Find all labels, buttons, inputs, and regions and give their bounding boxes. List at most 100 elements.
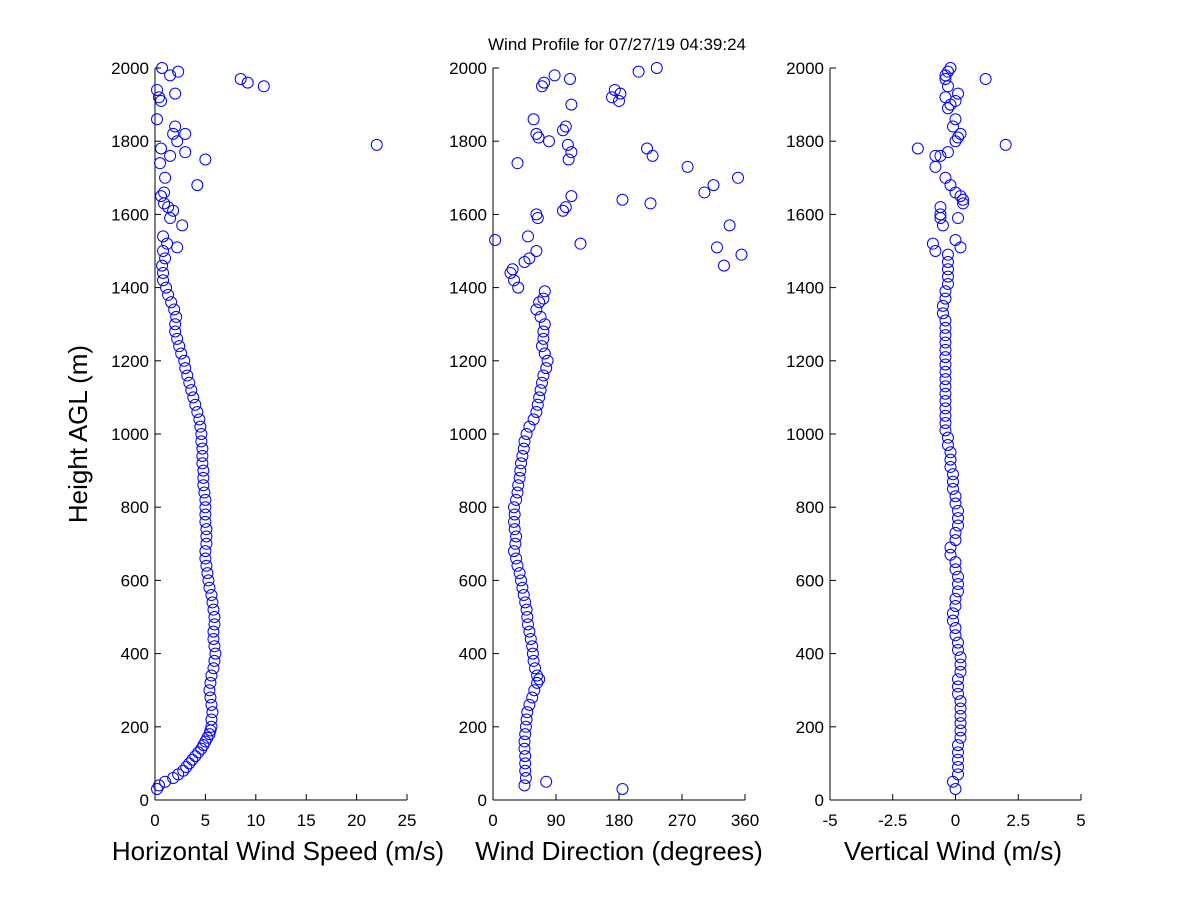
data-point xyxy=(946,120,959,133)
data-point xyxy=(949,534,962,547)
data-point xyxy=(205,713,218,726)
data-point xyxy=(939,171,952,184)
data-point xyxy=(939,402,952,415)
data-point xyxy=(199,501,212,514)
data-point xyxy=(934,201,947,214)
data-point xyxy=(159,252,172,265)
data-point xyxy=(954,127,967,140)
data-point xyxy=(944,453,957,466)
x-axis-label: Vertical Wind (m/s) xyxy=(844,836,1062,866)
data-point xyxy=(941,270,954,283)
data-point xyxy=(698,186,711,199)
data-point xyxy=(946,614,959,627)
data-point xyxy=(157,266,170,279)
data-point xyxy=(954,665,967,678)
data-point xyxy=(187,391,200,404)
y-tick-label: 400 xyxy=(459,645,487,664)
data-point xyxy=(952,87,965,100)
y-axis-label: Height AGL (m) xyxy=(63,345,93,523)
data-point xyxy=(732,171,744,184)
data-point xyxy=(191,406,204,419)
data-point xyxy=(565,146,578,159)
data-point xyxy=(952,761,965,774)
data-point xyxy=(939,72,952,85)
data-point xyxy=(954,651,967,664)
data-point xyxy=(644,197,657,210)
data-point xyxy=(154,157,167,170)
data-point xyxy=(557,124,569,137)
data-point xyxy=(198,486,211,499)
data-point xyxy=(513,567,526,580)
y-tick-label: 200 xyxy=(459,718,487,737)
data-point xyxy=(936,219,949,232)
data-point xyxy=(949,600,962,613)
panel-1: 0 200 400 600 800 1000 1200 1400 1600 1800 2000 0 5 1… xyxy=(63,59,444,866)
data-point xyxy=(944,460,957,473)
data-point xyxy=(519,750,532,763)
data-point xyxy=(952,768,965,781)
data-point xyxy=(199,515,212,528)
data-point xyxy=(504,266,517,279)
data-point xyxy=(957,193,970,206)
data-point xyxy=(939,321,952,334)
data-point xyxy=(929,245,942,257)
data-point xyxy=(523,252,536,265)
data-point xyxy=(952,578,965,591)
y-tick-label: 1200 xyxy=(786,352,824,371)
data-point xyxy=(711,241,723,254)
data-point xyxy=(533,391,546,404)
data-point xyxy=(207,603,220,616)
data-point xyxy=(939,91,952,104)
data-point xyxy=(952,512,965,525)
x-tick-label: 0 xyxy=(488,811,497,830)
data-point xyxy=(199,508,212,521)
data-point xyxy=(707,179,720,192)
data-point xyxy=(616,193,629,206)
y-tick-label: 1600 xyxy=(449,205,487,224)
data-point xyxy=(548,69,561,82)
data-point xyxy=(543,135,555,148)
data-point xyxy=(646,149,659,162)
data-point xyxy=(241,76,254,89)
x-tick-label: 25 xyxy=(398,811,417,830)
data-point xyxy=(208,611,221,623)
y-tick-label: 400 xyxy=(121,645,149,664)
data-point xyxy=(194,420,207,433)
data-point xyxy=(518,779,531,792)
data-point xyxy=(979,72,992,85)
data-point xyxy=(939,343,952,356)
data-point xyxy=(517,589,530,602)
data-point xyxy=(616,783,629,796)
data-point xyxy=(954,724,967,737)
data-point xyxy=(514,464,527,477)
data-point xyxy=(196,449,209,462)
y-tick-label: 0 xyxy=(140,791,149,810)
y-tick-label: 800 xyxy=(121,498,149,517)
x-tick-label: 0 xyxy=(951,811,960,830)
data-point xyxy=(529,662,541,675)
data-point xyxy=(530,245,543,257)
data-point xyxy=(520,603,533,616)
data-point xyxy=(180,761,193,774)
data-point xyxy=(207,662,220,675)
data-point xyxy=(606,91,618,104)
data-point xyxy=(177,764,190,777)
data-point xyxy=(952,570,965,583)
data-point xyxy=(952,680,965,693)
y-tick-label: 600 xyxy=(459,571,487,590)
data-point xyxy=(537,325,550,338)
data-point xyxy=(949,592,962,605)
data-point xyxy=(508,501,520,514)
data-point xyxy=(519,720,532,733)
data-point xyxy=(534,384,547,397)
y-tick-label: 1800 xyxy=(786,132,824,151)
data-point xyxy=(954,709,967,722)
data-point xyxy=(208,654,221,667)
data-point xyxy=(160,281,173,294)
data-point xyxy=(530,127,543,140)
data-point xyxy=(156,259,169,272)
data-point xyxy=(205,669,218,682)
data-point xyxy=(189,398,202,411)
data-point xyxy=(186,753,199,766)
